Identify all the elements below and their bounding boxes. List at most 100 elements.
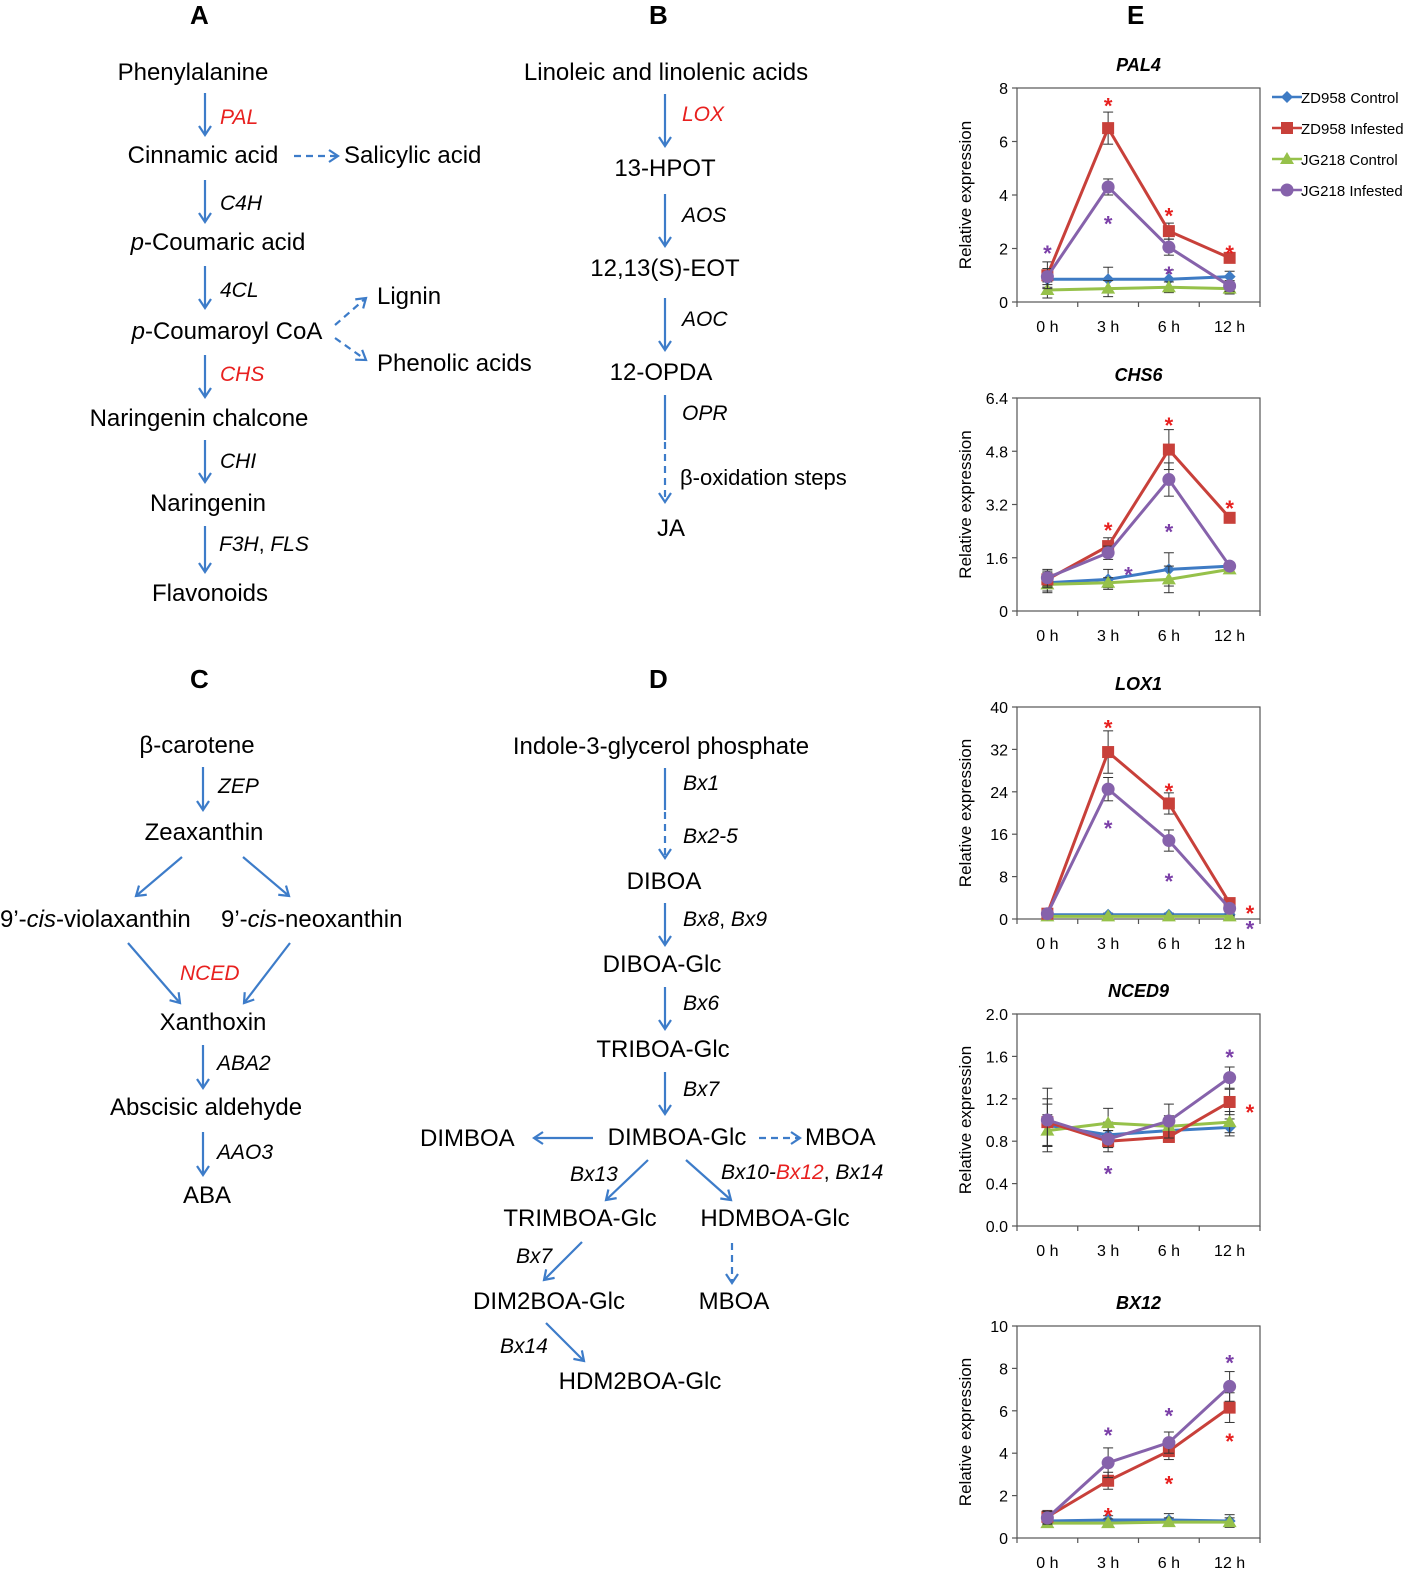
- arrow-to-violaxanthin: [134, 856, 183, 898]
- series-line: [1045, 124, 1231, 276]
- significance-star: *: [1104, 715, 1113, 740]
- y-tick-label: 0.0: [986, 1219, 1008, 1236]
- node-dimboa-glc: DIMBOA-Glc: [608, 1124, 747, 1151]
- enzyme-pal: PAL: [220, 106, 258, 129]
- data-point: [1223, 279, 1237, 293]
- node-13-hpot: 13-HPOT: [614, 155, 716, 182]
- y-tick-label: 0: [999, 912, 1008, 929]
- significance-star: *: [1124, 563, 1133, 588]
- panel-label-e: E: [1127, 0, 1144, 30]
- significance-star: *: [1043, 241, 1052, 266]
- legend-marker: [1281, 122, 1293, 134]
- series-line: [1045, 749, 1231, 915]
- data-point: [1223, 251, 1236, 264]
- node-dim2boa-glc: DIM2BOA-Glc: [473, 1288, 625, 1315]
- data-point: [1223, 1071, 1237, 1085]
- legend-marker: [1281, 91, 1293, 103]
- x-tick-label: 12 h: [1214, 628, 1245, 645]
- x-tick-label: 0 h: [1036, 1555, 1058, 1572]
- series-zd958-infested: [1041, 111, 1236, 290]
- node-zeaxanthin: Zeaxanthin: [145, 819, 264, 846]
- significance-star: *: [1165, 1404, 1174, 1429]
- node-naringenin-chalcone: Naringenin chalcone: [90, 405, 309, 432]
- data-point: [1101, 1116, 1116, 1129]
- x-tick-label: 3 h: [1097, 628, 1119, 645]
- y-tick-label: 0: [999, 604, 1008, 621]
- significance-star: *: [1225, 1351, 1234, 1376]
- panel-label-b: B: [649, 0, 668, 30]
- enzyme-bx7: Bx7: [683, 1078, 721, 1101]
- node-diboa: DIBOA: [627, 868, 702, 895]
- x-tick-label: 6 h: [1158, 1555, 1180, 1572]
- enzyme-bx14-second: Bx14: [500, 1335, 548, 1358]
- node-beta-carotene: β-carotene: [139, 732, 254, 759]
- enzyme-opr: OPR: [682, 402, 728, 425]
- y-tick-label: 4: [999, 1446, 1008, 1463]
- data-point: [1101, 575, 1116, 588]
- significance-star: *: [1104, 94, 1113, 119]
- data-point: [1223, 1401, 1236, 1414]
- chart-nced9: NCED9 0.0 0.4 0.8 1.2 1.6 2.0 0 h 3 h 6 h 12 h Rela…: [956, 981, 1261, 1260]
- data-point: [1222, 1115, 1237, 1128]
- significance-star: *: [1225, 241, 1234, 266]
- chart-title: BX12: [1116, 1293, 1161, 1313]
- node-dimboa: DIMBOA: [420, 1125, 515, 1152]
- legend-label: ZD958 Control: [1301, 90, 1399, 107]
- arrow-bx7-second: [542, 1241, 583, 1282]
- data-point: [1101, 281, 1116, 294]
- node-cinnamic-acid: Cinnamic acid: [128, 142, 279, 169]
- x-tick-label: 12 h: [1214, 1243, 1245, 1260]
- significance-star: *: [1104, 816, 1113, 841]
- significance-star: *: [1246, 1100, 1255, 1125]
- data-point: [1040, 907, 1054, 921]
- x-tick-label: 6 h: [1158, 936, 1180, 953]
- data-point: [1223, 270, 1236, 283]
- enzyme-bx13: Bx13: [570, 1163, 618, 1186]
- significance-star: *: [1246, 917, 1255, 942]
- y-tick-label: 24: [990, 785, 1008, 802]
- significance-star: *: [1165, 203, 1174, 228]
- arrow-bx10-bx12-bx14: [685, 1159, 733, 1202]
- y-tick-label: 1.6: [986, 1049, 1008, 1066]
- y-tick-label: 8: [999, 81, 1008, 98]
- node-hdm2boa-glc: HDM2BOA-Glc: [559, 1368, 722, 1395]
- node-linoleic-linolenic-acids: Linoleic and linolenic acids: [524, 59, 808, 86]
- data-point: [1101, 180, 1115, 194]
- y-tick-label: 8: [999, 1361, 1008, 1378]
- enzyme-aba2: ABA2: [215, 1052, 271, 1075]
- data-point: [1101, 909, 1116, 922]
- node-flavonoids: Flavonoids: [152, 580, 268, 607]
- y-axis-label: Relative expression: [956, 739, 975, 887]
- chart-legend: ZD958 Control ZD958 Infested JG218 Control…: [1272, 90, 1404, 200]
- node-triboa-glc: TRIBOA-Glc: [596, 1036, 729, 1063]
- enzyme-lox: LOX: [682, 103, 725, 126]
- enzyme-aos: AOS: [680, 204, 726, 227]
- x-tick-label: 12 h: [1214, 1555, 1245, 1572]
- node-ja: JA: [657, 515, 685, 542]
- node-lignin: Lignin: [377, 283, 441, 310]
- data-point: [1162, 443, 1175, 456]
- arrow-nced-from-violaxanthin: [127, 942, 182, 1005]
- y-tick-label: 2: [999, 242, 1008, 259]
- legend-item: ZD958 Infested: [1272, 121, 1404, 138]
- y-tick-label: 6: [999, 135, 1008, 152]
- arrow-bx13: [604, 1159, 649, 1202]
- series-line: [1047, 564, 1230, 585]
- y-axis-label: Relative expression: [956, 430, 975, 578]
- data-point: [1162, 1436, 1176, 1450]
- significance-star: *: [1104, 1162, 1113, 1187]
- significance-star: *: [1225, 1429, 1234, 1454]
- chart-pal4: PAL4 0 2 4 6 8 0 h 3 h 6 h 12 h Relative expressio…: [956, 55, 1261, 336]
- data-point: [1161, 909, 1176, 922]
- legend-label: ZD958 Infested: [1301, 121, 1404, 138]
- node-indole-3-glycerol-phosphate: Indole-3-glycerol phosphate: [513, 733, 809, 760]
- data-point: [1223, 1379, 1237, 1393]
- node-hdmboa-glc: HDMBOA-Glc: [700, 1205, 849, 1232]
- node-p-coumaroyl-coa: p-Coumaroyl CoA: [131, 318, 323, 345]
- data-point: [1162, 797, 1175, 810]
- node-9-cis-violaxanthin: 9’-cis-violaxanthin: [0, 906, 191, 933]
- node-mboa: MBOA: [805, 1124, 876, 1151]
- legend-marker: [1280, 183, 1294, 197]
- legend-item: JG218 Infested: [1272, 183, 1403, 200]
